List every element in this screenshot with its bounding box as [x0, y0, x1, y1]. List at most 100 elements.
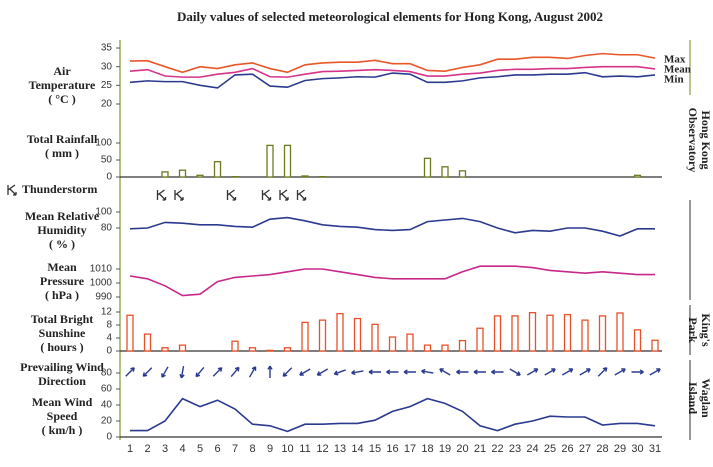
bar [266, 349, 274, 352]
y-axis-label: Total Rainfall [27, 132, 98, 146]
bar [423, 344, 432, 352]
thunderstorm-mark [156, 189, 167, 201]
y-tick-label: 100 [95, 138, 112, 149]
y-axis-label: Air [53, 64, 71, 78]
y-axis-label: Direction [38, 374, 86, 388]
y-tick-label: 80 [101, 368, 113, 379]
x-tick-label: 11 [299, 443, 310, 455]
y-axis-label: Speed [47, 409, 78, 423]
bar [301, 175, 309, 178]
y-tick-label: 4 [106, 333, 112, 344]
y-axis-label: Pressure [40, 274, 85, 288]
y-tick-label: 20 [101, 416, 113, 427]
x-tick-label: 4 [179, 443, 185, 455]
y-tick-label: 25 [101, 80, 113, 91]
station-label: King's [699, 313, 713, 347]
legend-label: Max [664, 54, 686, 66]
bar [231, 340, 239, 352]
line [129, 265, 655, 297]
x-tick-label: 1 [127, 443, 133, 455]
wind-arrow [631, 369, 644, 375]
y-tick-label: 0 [106, 432, 112, 443]
bar [406, 333, 414, 352]
bar [458, 170, 467, 178]
x-tick-label: 5 [197, 443, 203, 455]
wind-arrow [386, 369, 399, 375]
y-axis-label: ( hours ) [40, 340, 83, 354]
bar [458, 339, 467, 352]
bar [651, 339, 659, 352]
bar [126, 314, 134, 352]
wind-arrow [368, 369, 381, 375]
x-tick-label: 20 [456, 443, 468, 455]
wind-arrow [161, 366, 169, 378]
wind-arrow [179, 365, 185, 379]
bar [283, 144, 292, 178]
x-tick-label: 13 [334, 443, 346, 455]
chart-title: Daily values of selected meteorological … [177, 9, 603, 24]
bar [371, 323, 379, 352]
thunderstorm-mark [226, 189, 237, 201]
bar [528, 311, 537, 352]
y-axis-label: ( hPa ) [45, 288, 79, 302]
wind-arrow [230, 366, 240, 378]
y-tick-label: 40 [101, 400, 113, 411]
bar [423, 157, 432, 178]
x-tick-label: 29 [614, 443, 626, 455]
x-tick-label: 8 [249, 443, 255, 455]
bar [143, 333, 152, 352]
y-axis-label: Mean [47, 260, 77, 274]
bar [441, 344, 449, 352]
thunderstorm-mark [296, 189, 307, 201]
wind-arrow [649, 368, 661, 376]
station-label: Park [686, 317, 700, 343]
x-tick-label: 14 [351, 443, 363, 455]
wind-arrow [509, 368, 521, 376]
wind-arrow [473, 369, 486, 375]
y-tick-label: 80 [101, 223, 113, 234]
x-tick-label: 15 [369, 443, 381, 455]
y-axis-label: Humidity [37, 223, 86, 237]
x-tick-label: 19 [439, 443, 451, 455]
y-tick-label: 12 [101, 307, 113, 318]
y-tick-label: 30 [101, 61, 113, 72]
x-tick-label: 24 [526, 443, 538, 455]
wind-arrow [544, 368, 556, 376]
thunderstorm-mark [279, 189, 289, 201]
y-axis-label: Total Bright [31, 312, 94, 326]
wind-arrow [456, 369, 469, 375]
line [129, 65, 656, 78]
bar [318, 319, 327, 352]
x-tick-label: 6 [214, 443, 220, 455]
bar [196, 174, 204, 178]
station-label: Hong Kong [699, 110, 713, 169]
bar [476, 327, 484, 352]
wind-arrow [597, 367, 608, 377]
y-axis-label: ( % ) [49, 237, 75, 251]
y-tick-label: 1010 [90, 264, 113, 275]
line [129, 216, 655, 237]
x-tick-label: 27 [579, 443, 591, 455]
bar [213, 161, 222, 178]
y-tick-label: 0 [106, 172, 112, 183]
wind-arrow [282, 367, 293, 377]
x-tick-label: 17 [404, 443, 416, 455]
y-tick-label: 50 [101, 155, 113, 166]
wind-arrow [212, 367, 223, 377]
wind-arrow [579, 368, 591, 376]
x-tick-label: 12 [316, 443, 328, 455]
bar [301, 321, 309, 352]
y-tick-label: 990 [95, 292, 112, 303]
wind-arrow [351, 369, 364, 376]
y-axis-label: Temperature [29, 78, 96, 92]
y-axis-label: ( °C ) [48, 92, 75, 106]
wind-arrow [439, 368, 451, 376]
wind-arrow [491, 369, 504, 375]
thunderstorm-mark [174, 189, 184, 201]
line [129, 71, 656, 89]
wind-arrow [142, 367, 153, 377]
legend-label: Thunderstorm [22, 182, 97, 196]
bar [283, 347, 292, 352]
y-axis-label: ( mm ) [45, 146, 79, 160]
